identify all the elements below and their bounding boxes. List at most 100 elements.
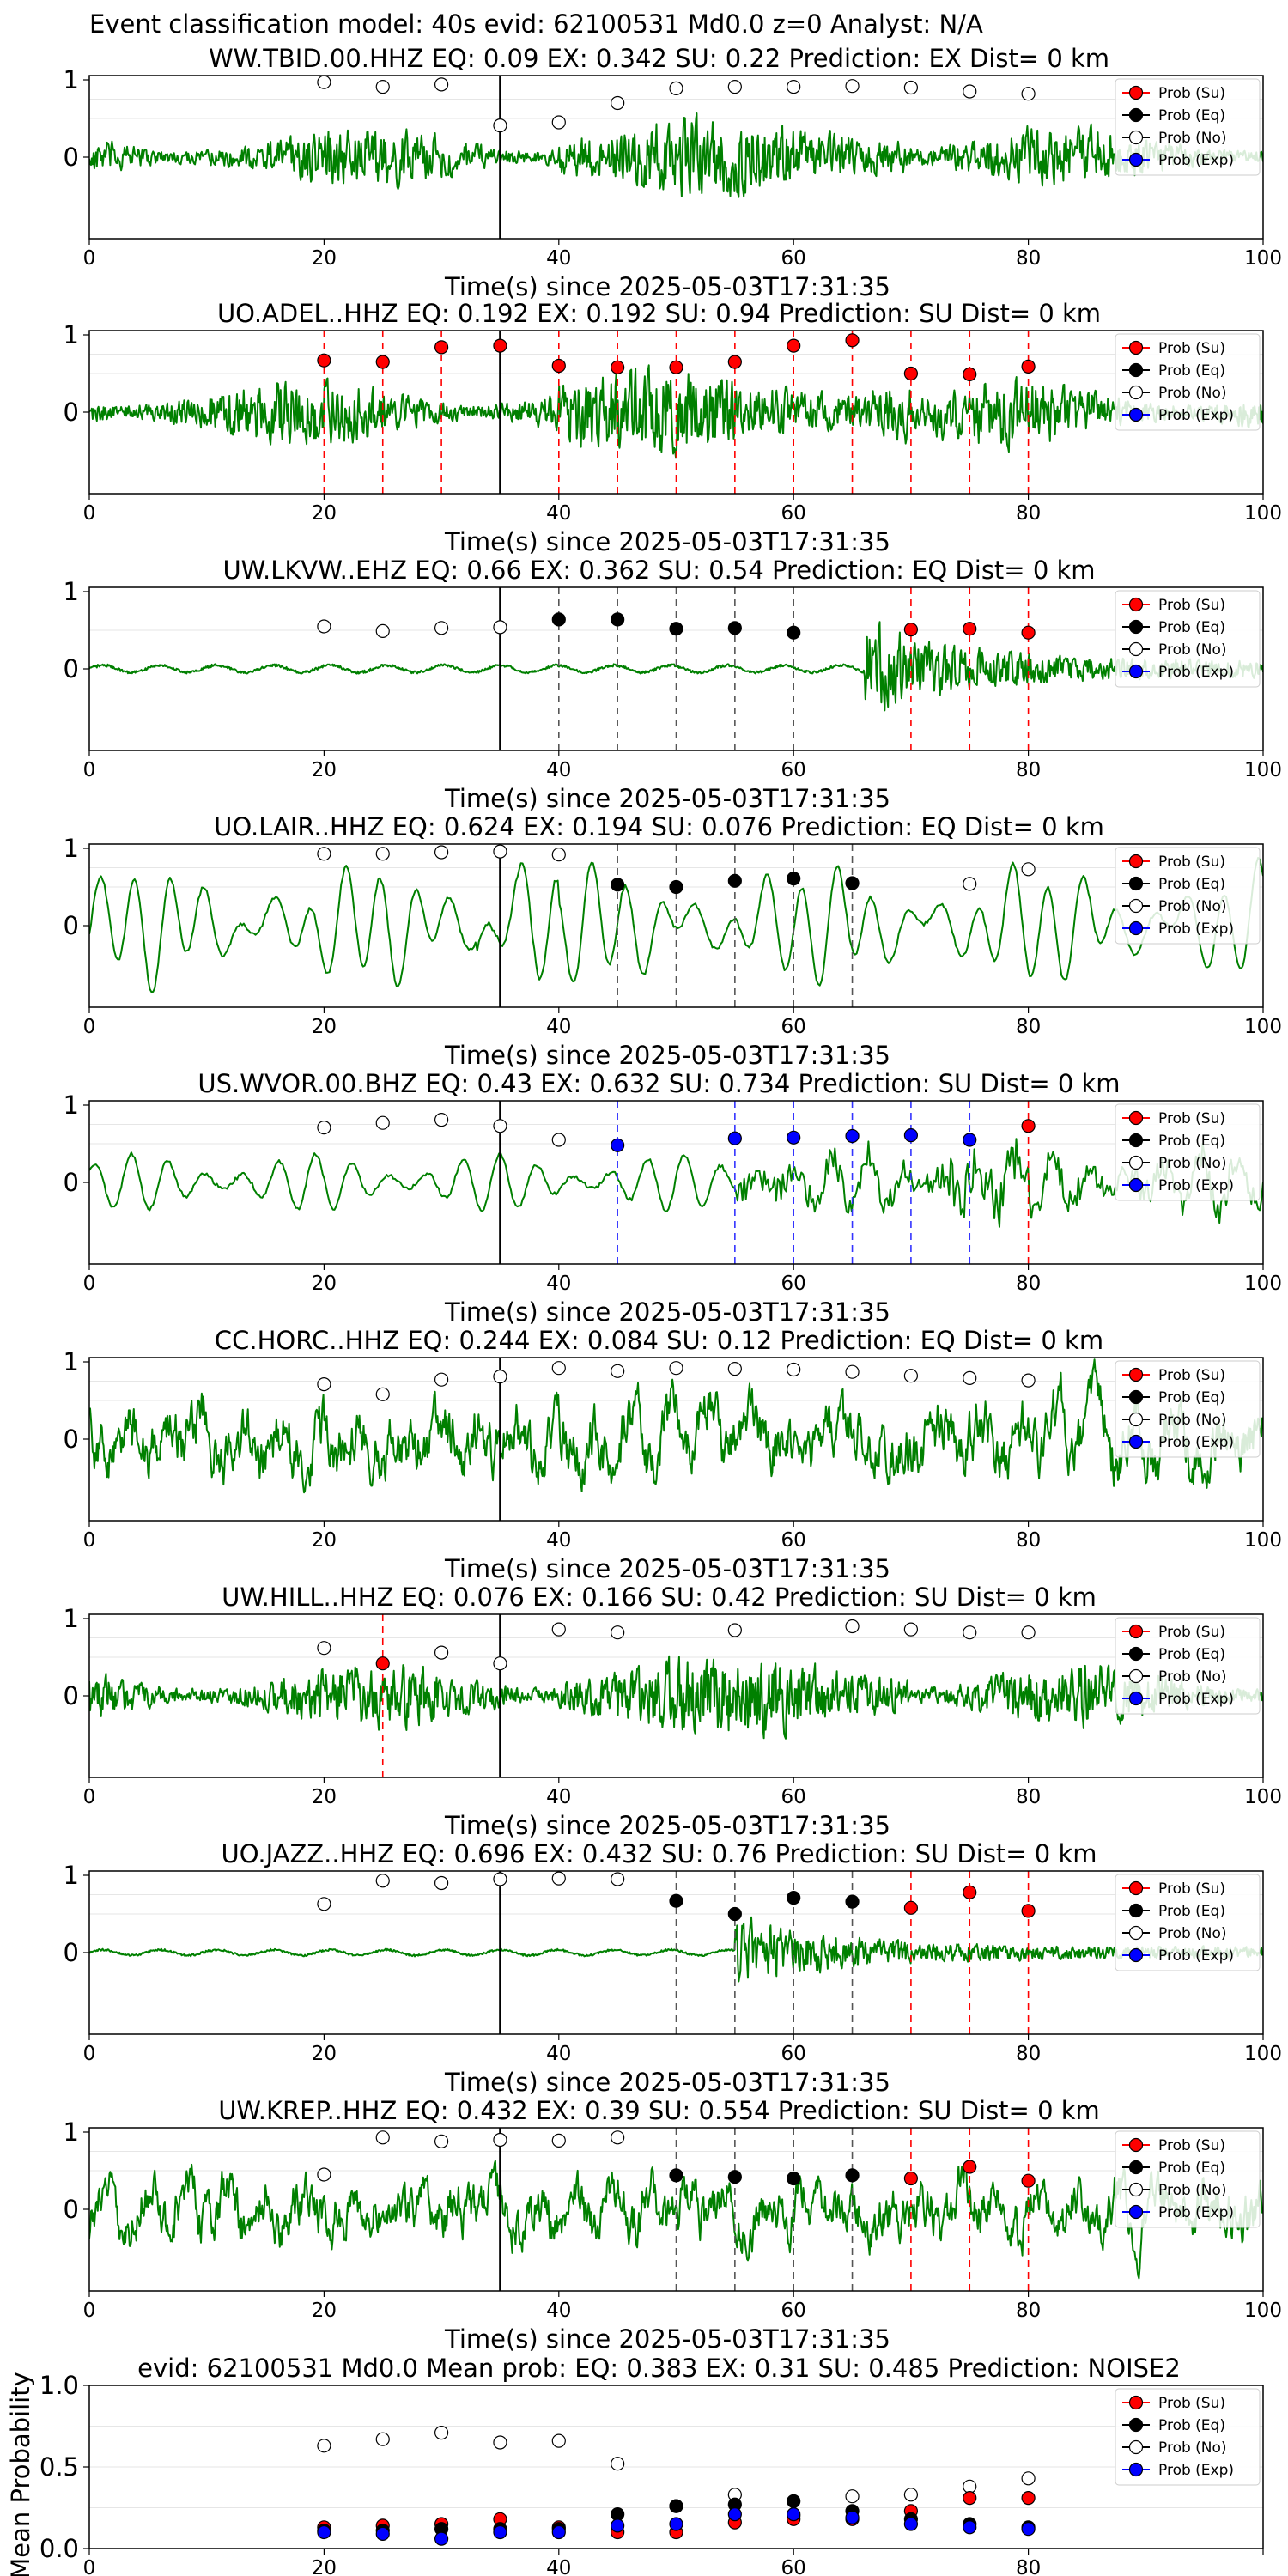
- station-panel: UW.KREP..HHZ EQ: 0.432 EX: 0.39 SU: 0.55…: [64, 2096, 1282, 2354]
- prob-point-no: [551, 1871, 566, 1886]
- figure-suptitle: Event classification model: 40s evid: 62…: [89, 9, 983, 39]
- x-tick-label: 100: [1244, 502, 1282, 525]
- x-tick-label: 100: [1244, 759, 1282, 781]
- legend-label-exp: Prob (Exp): [1158, 1947, 1234, 1965]
- prob-point-no: [551, 1361, 566, 1376]
- legend-marker-exp: [1128, 1947, 1144, 1963]
- prob-point-no: [1021, 1373, 1036, 1388]
- y-tick-label: 1: [64, 1347, 79, 1376]
- legend-label-no: Prob (No): [1158, 1155, 1227, 1172]
- x-axis-label: Time(s) since 2025-05-03T17:31:35: [444, 1554, 890, 1583]
- prob-point-no: [434, 845, 449, 860]
- legend: Prob (Su) Prob (Eq) Prob (No) Prob (Exp): [1115, 1874, 1261, 1971]
- legend-marker-no: [1128, 898, 1144, 914]
- prob-point-su: [1021, 1904, 1036, 1918]
- y-tick-label: 0: [64, 1938, 79, 1967]
- legend-marker-no: [1128, 130, 1144, 145]
- legend-marker-su: [1128, 597, 1144, 612]
- x-tick-label: 20: [312, 2043, 337, 2065]
- x-axis-label: Time(s) since 2025-05-03T17:31:35: [444, 784, 890, 813]
- prob-point-no: [1021, 862, 1036, 877]
- prob-point-su: [845, 333, 860, 348]
- legend-label-no: Prob (No): [1158, 641, 1227, 659]
- x-tick-label: 0: [83, 1273, 96, 1295]
- station-panels: WW.TBID.00.HHZ EQ: 0.09 EX: 0.342 SU: 0.…: [6, 44, 1282, 2576]
- legend-marker-eq: [1128, 1903, 1144, 1918]
- x-axis-label: Time(s) since 2025-05-03T17:31:35: [444, 272, 890, 301]
- legend-label-su: Prob (Su): [1158, 597, 1225, 614]
- x-tick-label: 20: [312, 2300, 337, 2322]
- prob-point-no: [493, 844, 507, 859]
- prob-point-no: [375, 1874, 390, 1888]
- prob-point-su: [963, 367, 977, 381]
- prob-point-no: [1021, 1625, 1036, 1640]
- prob-point-no: [611, 1625, 625, 1640]
- x-tick-label: 80: [1016, 2300, 1041, 2322]
- x-tick-label: 40: [546, 2300, 571, 2322]
- y-tick-label: 1: [64, 65, 79, 94]
- legend-marker-no: [1128, 1412, 1144, 1427]
- prob-point-no: [551, 1133, 566, 1147]
- mean-prob-point-exp: [551, 2524, 566, 2540]
- legend-marker-no: [1128, 2182, 1144, 2197]
- x-tick-label: 80: [1016, 502, 1041, 525]
- prob-point-no: [727, 1361, 742, 1376]
- legend-marker-su: [1128, 1367, 1144, 1382]
- prob-point-su: [727, 355, 742, 369]
- prob-point-su: [1021, 625, 1036, 640]
- station-panel: WW.TBID.00.HHZ EQ: 0.09 EX: 0.342 SU: 0.…: [64, 44, 1282, 301]
- prob-point-eq: [787, 871, 801, 886]
- x-axis-label: Time(s) since 2025-05-03T17:31:35: [444, 1041, 890, 1070]
- legend-label-eq: Prob (Eq): [1158, 1133, 1225, 1150]
- legend-label-su: Prob (Su): [1158, 340, 1225, 357]
- mean-prob-point-no: [1021, 2471, 1036, 2486]
- prob-point-no: [727, 1623, 742, 1637]
- prob-point-eq: [727, 2170, 742, 2184]
- prob-point-no: [317, 1120, 331, 1135]
- legend: Prob (Su) Prob (Eq) Prob (No) Prob (Exp): [1115, 2388, 1261, 2486]
- mean-prob-point-exp: [434, 2531, 449, 2546]
- legend-marker-exp: [1128, 1691, 1144, 1706]
- legend-label-eq: Prob (Eq): [1158, 876, 1225, 893]
- y-tick-label: 0: [64, 911, 79, 940]
- x-tick-label: 80: [1016, 2043, 1041, 2065]
- x-tick-label: 80: [1016, 1273, 1041, 1295]
- x-tick-label: 20: [312, 1529, 337, 1552]
- prob-point-exp: [611, 1138, 625, 1152]
- prob-point-no: [493, 1369, 507, 1384]
- station-panel: UO.LAIR..HHZ EQ: 0.624 EX: 0.194 SU: 0.0…: [64, 812, 1282, 1070]
- prob-point-no: [434, 2134, 449, 2148]
- station-panel: US.WVOR.00.BHZ EQ: 0.43 EX: 0.632 SU: 0.…: [64, 1069, 1282, 1327]
- station-panel: UO.JAZZ..HHZ EQ: 0.696 EX: 0.432 SU: 0.7…: [64, 1839, 1282, 2097]
- mean-prob-point-eq: [787, 2494, 801, 2508]
- prob-point-exp: [787, 1130, 801, 1145]
- legend-marker-exp: [1128, 2462, 1144, 2477]
- legend-frame: [1115, 1617, 1261, 1715]
- x-tick-label: 0: [83, 247, 96, 270]
- x-tick-label: 100: [1244, 1016, 1282, 1038]
- seismic-waveform: [89, 1655, 1263, 1740]
- prob-point-no: [317, 2167, 331, 2182]
- x-tick-label: 60: [781, 2300, 806, 2322]
- x-tick-label: 100: [1244, 2043, 1282, 2065]
- prob-point-exp: [963, 1133, 977, 1147]
- prob-point-no: [845, 1619, 860, 1634]
- x-tick-label: 100: [1244, 1786, 1282, 1808]
- legend-marker-exp: [1128, 1434, 1144, 1449]
- prob-point-su: [375, 1656, 390, 1671]
- mean-prob-point-exp: [669, 2517, 683, 2531]
- prob-point-eq: [611, 878, 625, 892]
- panel-title: UO.JAZZ..HHZ EQ: 0.696 EX: 0.432 SU: 0.7…: [221, 1839, 1097, 1868]
- x-tick-label: 20: [312, 502, 337, 525]
- legend-label-exp: Prob (Exp): [1158, 920, 1234, 938]
- x-tick-label: 20: [312, 1273, 337, 1295]
- legend-frame: [1115, 1103, 1261, 1201]
- prob-point-exp: [727, 1131, 742, 1145]
- legend-frame: [1115, 1360, 1261, 1458]
- prob-point-eq: [787, 1891, 801, 1905]
- legend-label-exp: Prob (Exp): [1158, 664, 1234, 681]
- y-tick-label: 1: [64, 320, 79, 349]
- y-tick-label: 0.5: [39, 2452, 79, 2482]
- prob-point-eq: [669, 879, 683, 895]
- legend-frame: [1115, 78, 1261, 176]
